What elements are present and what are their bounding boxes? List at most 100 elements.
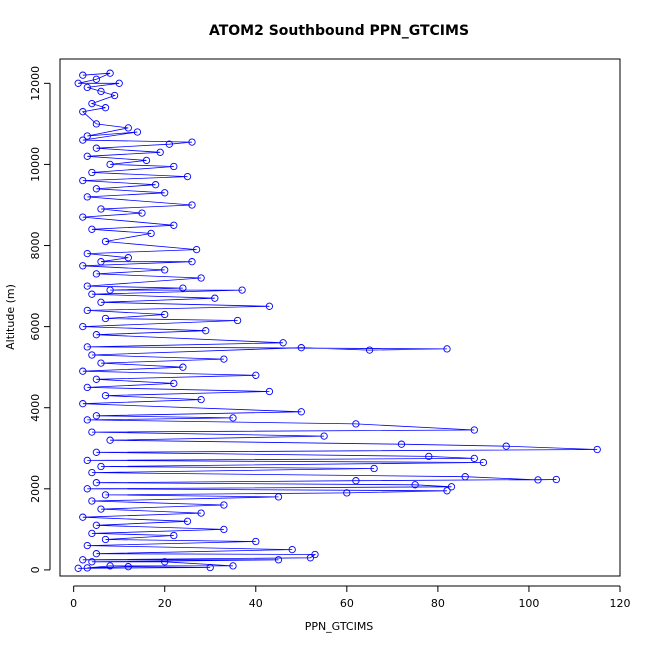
data-point: [92, 75, 101, 83]
y-tick-label: 2000: [29, 475, 42, 503]
x-tick-label: 20: [158, 597, 172, 610]
data-point: [92, 185, 101, 193]
data-point: [170, 162, 178, 171]
data-point: [79, 176, 87, 185]
data-point: [192, 245, 201, 254]
data-point: [106, 160, 114, 169]
data-point: [425, 452, 433, 461]
data-point: [306, 554, 315, 562]
x-tick-label: 0: [70, 597, 77, 610]
data-point: [188, 258, 196, 266]
data-point: [252, 371, 260, 379]
data-point: [92, 412, 101, 420]
data-point: [274, 493, 283, 501]
y-tick-label: 6000: [29, 313, 42, 341]
data-point: [92, 550, 101, 558]
data-point: [79, 213, 87, 221]
data-point: [188, 201, 196, 209]
data-point: [74, 79, 82, 87]
y-tick-label: 4000: [29, 394, 42, 422]
data-point: [411, 481, 419, 489]
data-point: [79, 136, 87, 144]
data-point: [534, 476, 542, 484]
data-point: [92, 375, 101, 383]
data-point: [97, 205, 105, 213]
data-point: [370, 464, 378, 473]
y-tick-label: 12000: [29, 66, 42, 101]
data-point: [92, 144, 101, 152]
data-point: [83, 541, 91, 550]
data-point: [179, 284, 187, 292]
data-point: [97, 462, 105, 471]
data-point: [79, 400, 87, 408]
data-point: [206, 563, 214, 572]
data-point: [202, 327, 210, 335]
data-point: [92, 448, 101, 456]
data-point: [79, 262, 87, 270]
data-point: [79, 108, 87, 116]
data-point: [279, 339, 287, 347]
data-point: [297, 408, 305, 416]
data-point: [211, 294, 219, 302]
data-point: [101, 104, 110, 112]
data-point: [179, 363, 187, 371]
data-point: [92, 120, 101, 128]
data-point: [101, 237, 110, 246]
data-point: [97, 258, 105, 266]
data-point: [220, 355, 228, 363]
data-point: [83, 83, 91, 92]
data-point: [265, 387, 274, 396]
data-point: [161, 310, 169, 319]
data-point: [447, 483, 456, 491]
data-point: [161, 266, 169, 274]
data-point: [97, 298, 105, 306]
x-tick-label: 80: [431, 597, 445, 610]
data-point: [165, 140, 173, 148]
data-point: [88, 99, 96, 108]
data-point: [133, 128, 142, 136]
y-tick-label: 8000: [29, 232, 42, 260]
data-point: [106, 562, 114, 570]
data-point: [470, 454, 478, 463]
data-point: [229, 562, 237, 570]
x-axis: 0 20 40 60 80 100 120: [70, 585, 631, 610]
data-point: [124, 124, 132, 132]
data-point: [88, 351, 96, 359]
data-point: [229, 414, 237, 422]
data-point: [88, 428, 96, 436]
data-point: [79, 367, 87, 375]
data-point: [197, 395, 205, 404]
data-point: [320, 432, 328, 440]
data-point: [92, 521, 101, 529]
data-point: [88, 497, 96, 505]
data-point: [106, 436, 114, 444]
data-point: [88, 558, 96, 566]
data-point: [220, 501, 228, 509]
data-point: [88, 168, 96, 177]
x-tick-label: 40: [249, 597, 263, 610]
data-point: [124, 254, 132, 262]
data-point: [110, 91, 119, 100]
data-point: [106, 286, 114, 294]
data-point: [265, 302, 274, 310]
data-point: [83, 456, 91, 465]
plot-frame: [59, 58, 621, 577]
data-point: [593, 445, 601, 454]
data-point: [83, 416, 91, 424]
data-point: [443, 345, 451, 353]
data-point: [274, 556, 283, 564]
data-point: [170, 531, 178, 540]
data-point: [151, 181, 160, 189]
data-point: [124, 563, 132, 571]
data-point: [233, 316, 242, 325]
data-point: [101, 314, 110, 323]
data-point: [479, 458, 488, 467]
data-point: [156, 148, 164, 156]
chart-title: ATOM2 Southbound PPN_GTCIMS: [209, 23, 469, 39]
data-point: [106, 69, 114, 77]
data-point: [461, 473, 469, 481]
data-point: [74, 564, 82, 572]
series-layer: [74, 69, 601, 572]
data-point: [83, 383, 91, 392]
